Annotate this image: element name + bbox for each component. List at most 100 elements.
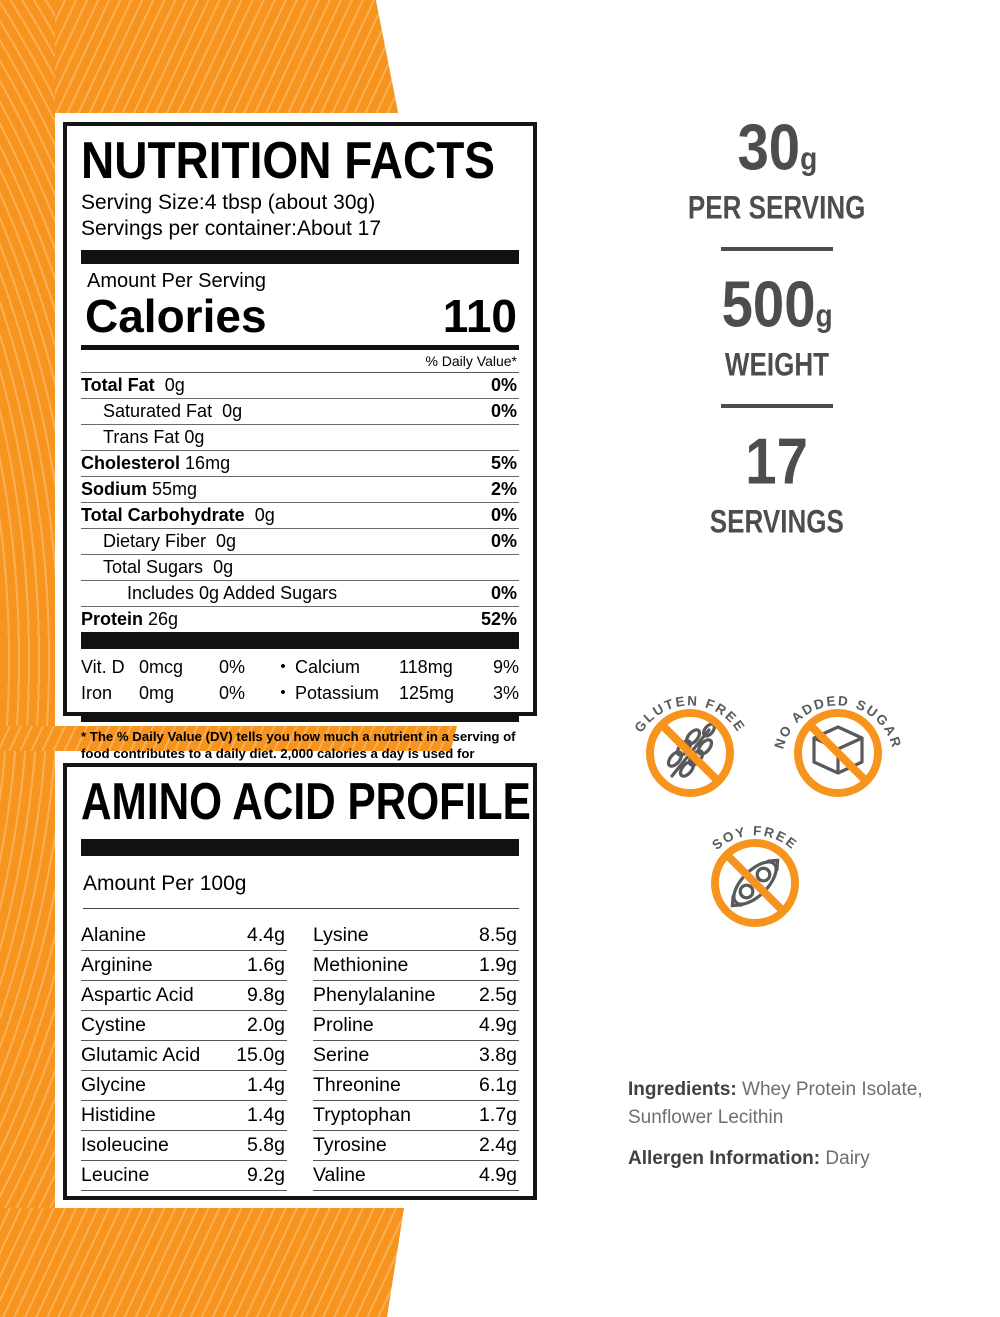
ingredients-line: Ingredients: Whey Protein Isolate, Sunfl… (628, 1076, 950, 1132)
nutrient-name: Sodium (81, 479, 147, 499)
amino-name: Cystine (81, 1014, 147, 1036)
prohibition-ring (646, 709, 734, 797)
nutrient-dv: 0% (490, 583, 517, 603)
amino-value: 1.4g (247, 1074, 285, 1096)
svg-text:SOY FREE: SOY FREE (709, 823, 800, 852)
nutrient-row: Cholesterol 16mg 5% (81, 451, 519, 477)
amino-name: Threonine (313, 1074, 401, 1096)
section-divider-bar (81, 250, 519, 264)
servings-per-container-line: Servings per container:About 17 (81, 216, 519, 242)
ingredients-block: Ingredients: Whey Protein Isolate, Sunfl… (628, 1076, 950, 1186)
amino-row: Tyrosine 2.4g (313, 1131, 519, 1161)
amino-name: Aspartic Acid (81, 984, 194, 1006)
amino-name: Phenylalanine (313, 984, 436, 1006)
micro-amount: 118mg (399, 657, 453, 677)
stat-per-serving: 30g PER SERVING (671, 114, 882, 226)
micro-name: Calcium (295, 657, 361, 677)
stat-weight: 500g WEIGHT (714, 271, 840, 383)
nutrient-dv: 0% (490, 401, 517, 421)
soy-free-label: SOY FREE (709, 823, 798, 852)
nutrient-name: Total Sugars (103, 557, 204, 577)
nutrition-facts-panel: NUTRITION FACTS Serving Size:4 tbsp (abo… (63, 122, 537, 778)
allergen-label: Allergen Information: (628, 1148, 821, 1169)
amino-row: Serine 3.8g (313, 1041, 519, 1071)
nutrition-facts-title: NUTRITION FACTS (81, 130, 495, 190)
calories-rule (81, 345, 519, 350)
micro-name: Vit. D (81, 657, 125, 677)
amino-row: Threonine 6.1g (313, 1071, 519, 1101)
nutrient-dv: 0% (490, 505, 517, 525)
amino-value: 6.1g (479, 1074, 517, 1096)
amino-row: Methionine 1.9g (313, 951, 519, 981)
no-added-sugar-label: NO ADDED SUGAR (772, 693, 903, 750)
section-divider-bar (81, 632, 519, 649)
servings-per-container-label: Servings per container: (81, 217, 297, 240)
nutrient-row: Protein 26g 52% (81, 607, 519, 632)
nutrient-row: Total Fat 0g 0% (81, 373, 519, 399)
nutrient-amount: 0g (213, 557, 234, 577)
micro-name: Iron (81, 683, 113, 703)
amino-name: Alanine (81, 924, 147, 946)
amino-value: 8.5g (479, 924, 517, 946)
nutrient-name: Includes 0g Added Sugars (127, 583, 338, 603)
nutrient-dv: 0% (490, 531, 517, 551)
amino-row: Glycine 1.4g (81, 1071, 287, 1101)
amount-per-100g-label: Amount Per 100g (83, 872, 519, 909)
stat-unit: g (799, 139, 817, 177)
nutrient-row: Total Sugars 0g (81, 555, 519, 581)
amino-value: 1.9g (479, 954, 517, 976)
amino-name: Arginine (81, 954, 153, 976)
amino-row: Lysine 8.5g (313, 921, 519, 951)
prohibition-slash (660, 723, 720, 783)
calories-label: Calories (85, 290, 267, 342)
amino-name: Tyrosine (313, 1134, 387, 1156)
background-mid-band (0, 726, 457, 751)
micronutrient-row: Iron 0mg 0% • Potassium 125mg 3% (81, 680, 519, 706)
serving-size-label: Serving Size: (81, 191, 205, 214)
nutrient-row: Dietary Fiber 0g 0% (81, 529, 519, 555)
amino-row: Glutamic Acid 15.0g (81, 1041, 287, 1071)
soy-free-badge: SOY FREE (680, 798, 830, 948)
amino-name: Methionine (313, 954, 409, 976)
amino-row: Arginine 1.6g (81, 951, 287, 981)
micronutrient-row: Vit. D 0mcg 0% • Calcium 118mg 9% (81, 654, 519, 680)
prohibition-ring (794, 709, 882, 797)
serving-size-value: 4 tbsp (about 30g) (204, 191, 376, 214)
amino-value: 4.9g (479, 1014, 517, 1036)
micro-dv: 9% (492, 657, 519, 677)
amino-value: 15.0g (236, 1044, 285, 1066)
bullet-separator: • (280, 658, 286, 675)
amino-value: 4.9g (479, 1164, 517, 1186)
amino-name: Glycine (81, 1074, 147, 1096)
no-added-sugar-badge: NO ADDED SUGAR (763, 668, 913, 818)
amino-column-left: Alanine 4.4g Arginine 1.6g Aspartic Acid 9.… (81, 921, 287, 1191)
stat-label: WEIGHT (724, 346, 830, 383)
amino-name: Proline (313, 1014, 374, 1036)
micro-amount: 0mcg (139, 657, 184, 677)
amino-row: Histidine 1.4g (81, 1101, 287, 1131)
stat-servings: 17 SERVINGS (697, 428, 857, 539)
amino-acid-profile-panel: AMINO ACID PROFILE Amount Per 100g Alani… (63, 763, 537, 1200)
background-top-wedge (0, 0, 399, 113)
micro-dv: 0% (219, 657, 246, 677)
background-bottom-block (0, 1208, 404, 1317)
nutrient-row: Includes 0g Added Sugars 0% (81, 581, 519, 607)
amino-value: 9.8g (247, 984, 285, 1006)
amino-name: Valine (313, 1164, 366, 1186)
prohibition-ring (711, 839, 799, 927)
calories-value: 110 (442, 290, 517, 342)
micro-dv: 0% (219, 683, 246, 703)
amino-value: 5.8g (247, 1134, 285, 1156)
stat-label: PER SERVING (688, 189, 866, 226)
amino-value: 9.2g (247, 1164, 285, 1186)
nutrient-amount: 0g (164, 375, 185, 395)
amino-value: 3.8g (479, 1044, 517, 1066)
amino-row: Valine 4.9g (313, 1161, 519, 1191)
prohibition-slash (725, 853, 785, 913)
prohibition-slash (808, 723, 868, 783)
product-stats: 30g PER SERVING 500g WEIGHT 17 SERVINGS (647, 114, 907, 539)
daily-value-header: % Daily Value* (81, 350, 519, 373)
nutrient-amount: 0g (222, 401, 243, 421)
nutrient-row: Trans Fat 0g (81, 425, 519, 451)
nutrient-rows: Total Fat 0g 0% Saturated Fat 0g 0% Trans … (81, 373, 519, 632)
